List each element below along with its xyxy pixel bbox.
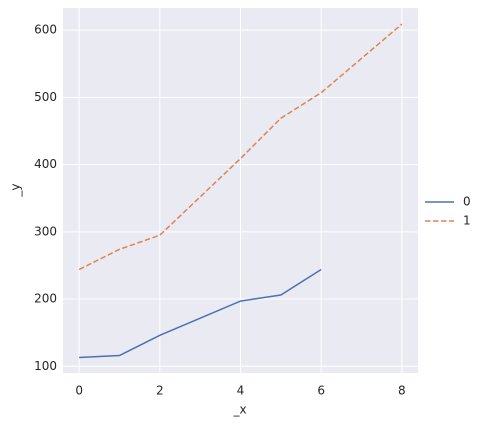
- x-axis-label: _x: [232, 403, 246, 417]
- y-tick-label: 500: [34, 90, 57, 104]
- y-tick-label: 600: [34, 23, 57, 37]
- x-tick-label: 4: [237, 384, 245, 398]
- legend-label: 1: [463, 214, 471, 228]
- x-tick-label: 2: [156, 384, 164, 398]
- y-tick-label: 300: [34, 224, 57, 238]
- line-series: [78, 23, 403, 271]
- x-tick-label: 0: [75, 384, 83, 398]
- x-tick-label: 6: [317, 384, 325, 398]
- y-tick-label: 100: [34, 359, 57, 373]
- y-axis-label: _y: [9, 183, 23, 197]
- y-tick-label: 400: [34, 157, 57, 171]
- legend-label: 0: [463, 195, 471, 209]
- line-series: [79, 268, 322, 359]
- x-tick-label: 8: [398, 384, 406, 398]
- y-tick-label: 200: [34, 292, 57, 306]
